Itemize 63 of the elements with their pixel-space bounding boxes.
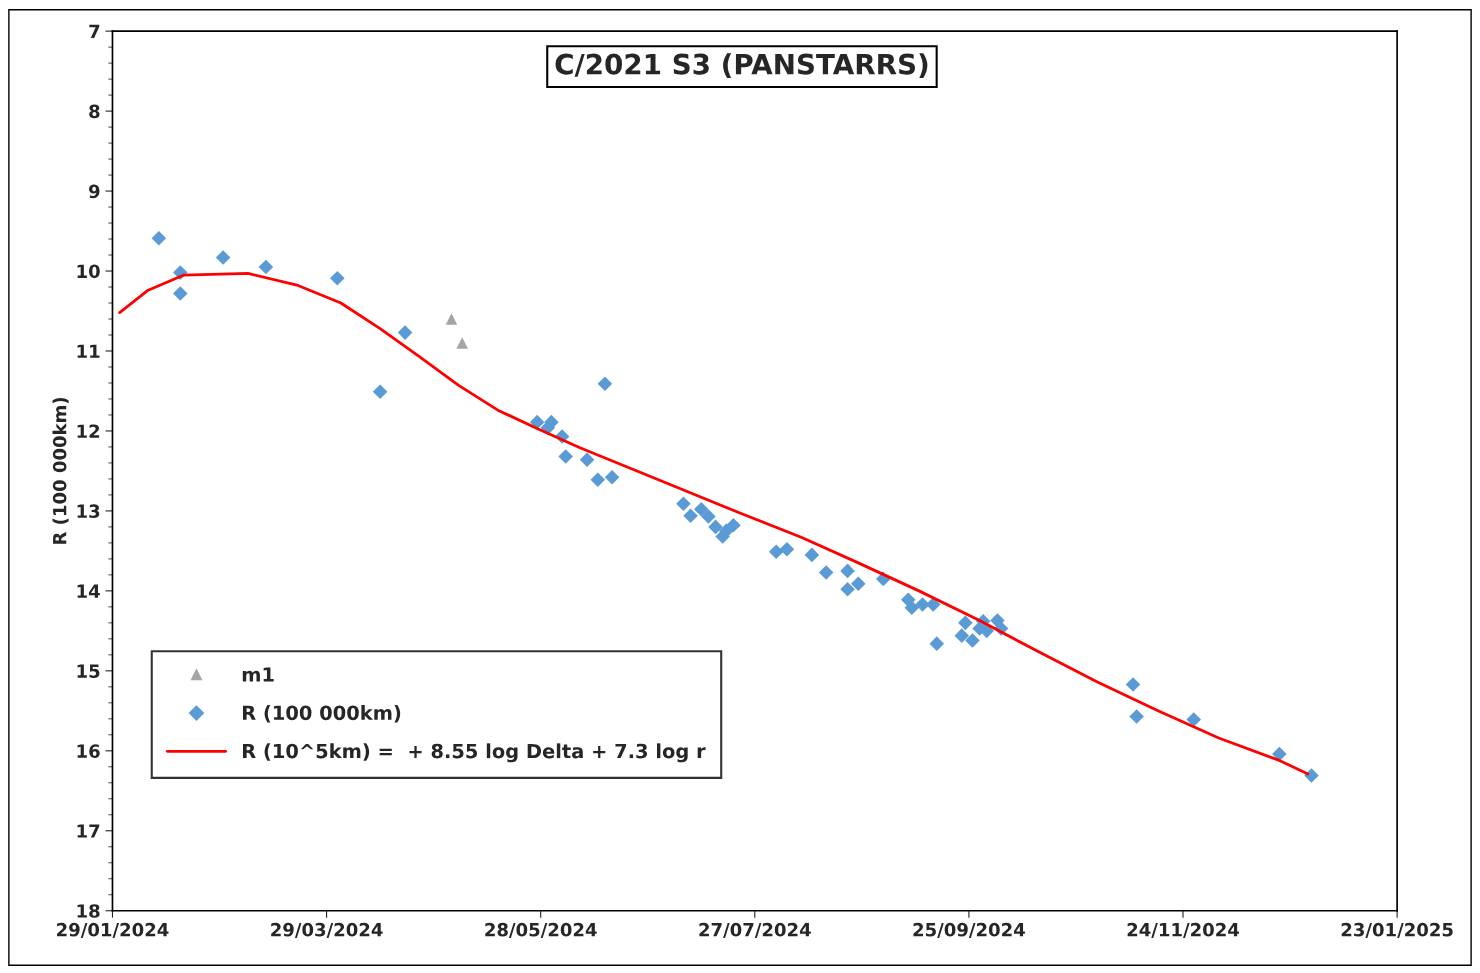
y-tick-label: 8: [89, 104, 100, 119]
x-tick-label: 29/03/2024: [271, 922, 383, 938]
point: [604, 470, 620, 485]
point: [915, 597, 930, 612]
point: [456, 337, 468, 349]
y-tick-label: 14: [77, 584, 100, 598]
point: [397, 325, 413, 340]
point: [1125, 677, 1141, 692]
point: [1304, 768, 1319, 783]
point: [779, 542, 795, 557]
y-tick-label: 17: [77, 824, 100, 838]
point: [676, 496, 691, 511]
point: [445, 313, 458, 325]
point: [904, 600, 920, 615]
y-tick-label: 10: [77, 264, 100, 279]
point: [558, 449, 573, 464]
y-tick-label: 15: [77, 664, 100, 678]
legend-label: m1: [242, 667, 274, 682]
point: [726, 518, 741, 533]
point: [925, 597, 941, 612]
point: [529, 414, 545, 430]
point: [683, 508, 698, 523]
point: [818, 565, 834, 580]
y-tick-label: 11: [77, 344, 100, 358]
point: [597, 376, 613, 392]
y-axis-title: R (100 000km): [52, 397, 69, 544]
x-tick-label: 29/01/2024: [57, 922, 169, 938]
y-tick-label: 7: [89, 24, 100, 38]
x-tick-label: 25/09/2024: [913, 922, 1025, 938]
point: [954, 628, 970, 643]
point: [215, 250, 231, 265]
point: [701, 509, 716, 524]
point: [258, 259, 274, 275]
y-tick-label: 18: [77, 904, 100, 918]
y-tick-label: 9: [89, 184, 100, 199]
legend-label: R (10^5km) = + 8.55 log Delta + 7.3 log r: [242, 743, 706, 763]
text: C/2021 S3 (PANSTARRS): [555, 53, 928, 78]
x-tick-label: 27/07/2024: [699, 922, 811, 938]
point: [173, 286, 188, 301]
point: [693, 502, 709, 517]
point: [929, 636, 945, 651]
point: [590, 472, 606, 488]
y-tick-label: 12: [77, 424, 100, 438]
point: [958, 615, 973, 631]
point: [965, 633, 980, 648]
point: [579, 452, 595, 468]
point: [1186, 712, 1201, 727]
x-tick-label: 23/01/2025: [1341, 922, 1453, 938]
point: [804, 547, 820, 563]
point: [768, 544, 784, 559]
point: [851, 576, 866, 591]
x-tick-label: 28/05/2024: [485, 922, 597, 938]
point: [1129, 709, 1144, 724]
point: [151, 230, 167, 246]
point: [372, 384, 388, 400]
y-tick-label: 16: [77, 744, 100, 758]
y-tick-label: 13: [77, 504, 100, 519]
point: [840, 563, 855, 579]
point: [840, 581, 855, 597]
x-tick-label: 24/11/2024: [1127, 922, 1240, 938]
point: [708, 519, 723, 535]
legend-label: R (100 000km): [242, 705, 401, 723]
point: [330, 270, 345, 286]
